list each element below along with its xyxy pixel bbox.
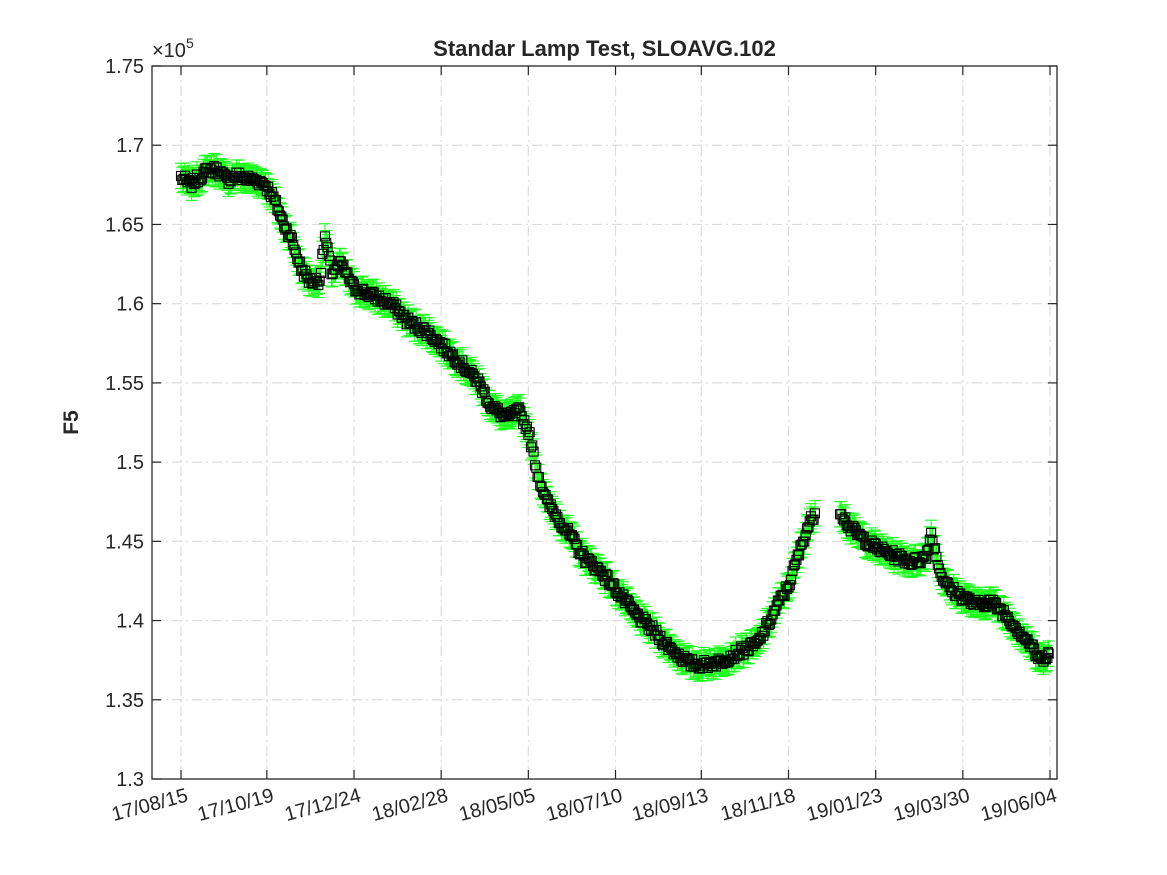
axis-ticks xyxy=(152,65,1057,780)
data-point-marker xyxy=(926,527,937,538)
data-point-marker xyxy=(300,265,311,276)
y-tick-label: 1.35 xyxy=(105,690,144,712)
data-point-marker xyxy=(931,551,942,563)
data-point-marker xyxy=(808,514,819,525)
y-tick-label: 1.7 xyxy=(116,135,144,157)
data-point-marker xyxy=(770,605,781,616)
data-point-marker xyxy=(763,619,774,630)
chart-title: Standar Lamp Test, SLOAVG.102 xyxy=(433,36,776,61)
data-point-marker xyxy=(800,530,811,541)
axes-background xyxy=(152,66,1057,779)
data-point-marker xyxy=(448,349,459,360)
data-point-marker xyxy=(278,221,290,232)
data-point-marker xyxy=(473,373,484,384)
data-point-marker xyxy=(319,231,331,242)
data-point-marker xyxy=(794,550,805,561)
data-point-marker xyxy=(1043,648,1054,659)
data-point-marker xyxy=(783,582,794,593)
y-tick-label: 1.75 xyxy=(105,56,144,78)
data-point-marker xyxy=(799,536,810,547)
data-point-marker xyxy=(515,405,526,416)
axes-box xyxy=(151,65,1058,780)
y-tick-label: 1.3 xyxy=(116,769,144,791)
data-point-marker xyxy=(271,195,282,206)
data-point-marker xyxy=(801,523,813,534)
data-point-marker xyxy=(524,427,535,438)
data-point-marker xyxy=(552,511,563,522)
data-point-marker xyxy=(276,211,287,222)
y-tick-label: 1.6 xyxy=(116,294,144,316)
data-point-marker xyxy=(445,346,456,357)
data-point-marker xyxy=(466,364,477,375)
data-point-marker xyxy=(268,191,279,202)
data-point-marker xyxy=(317,248,328,259)
y-tick-label: 1.5 xyxy=(116,452,144,474)
data-point-marker xyxy=(286,232,297,243)
data-point-marker xyxy=(527,440,538,451)
data-point-marker xyxy=(529,460,540,471)
data-point-marker xyxy=(788,560,799,571)
data-point-marker xyxy=(922,545,933,556)
y-tick-label: 1.55 xyxy=(105,373,144,395)
data-point-marker xyxy=(569,533,580,544)
data-point-marker xyxy=(932,559,943,571)
data-point-marker xyxy=(457,355,468,366)
y-axis-label: F5 xyxy=(60,410,83,435)
data-markers xyxy=(175,161,1054,674)
data-point-marker xyxy=(1029,643,1040,654)
data-point-marker xyxy=(516,411,527,422)
data-point-marker xyxy=(731,651,743,662)
data-point-marker xyxy=(1040,654,1052,665)
data-point-marker xyxy=(523,429,534,440)
grid-lines xyxy=(152,66,1057,779)
data-point-marker xyxy=(347,276,358,287)
y-tick-label: 1.4 xyxy=(116,611,144,633)
data-point-marker xyxy=(928,544,939,555)
data-point-marker xyxy=(784,580,795,591)
data-point-marker xyxy=(315,267,327,278)
y-tick-labels: 1.3 1.35 1.4 1.45 1.5 1.55 1.6 1.65 1.7 1.75 xyxy=(105,56,144,791)
data-point-marker xyxy=(809,508,820,519)
data-point-marker xyxy=(285,229,296,240)
data-point-marker xyxy=(292,253,303,264)
data-point-marker xyxy=(197,173,208,184)
data-point-marker xyxy=(195,175,206,186)
data-point-marker xyxy=(528,446,539,457)
y-tick-label: 1.45 xyxy=(105,531,144,553)
data-point-marker xyxy=(478,384,489,395)
data-point-marker xyxy=(1042,647,1054,658)
y-tick-label: 1.65 xyxy=(105,214,144,236)
data-point-marker xyxy=(388,297,399,308)
data-point-marker xyxy=(314,275,325,286)
data-point-marker xyxy=(787,565,798,577)
data-point-marker xyxy=(437,337,448,348)
data-point-marker xyxy=(924,534,935,545)
data-point-marker xyxy=(346,275,357,286)
data-point-marker xyxy=(521,421,533,432)
data-point-marker xyxy=(602,570,613,581)
y-exponent-label: ×105 xyxy=(152,35,194,62)
data-point-marker xyxy=(988,594,999,605)
